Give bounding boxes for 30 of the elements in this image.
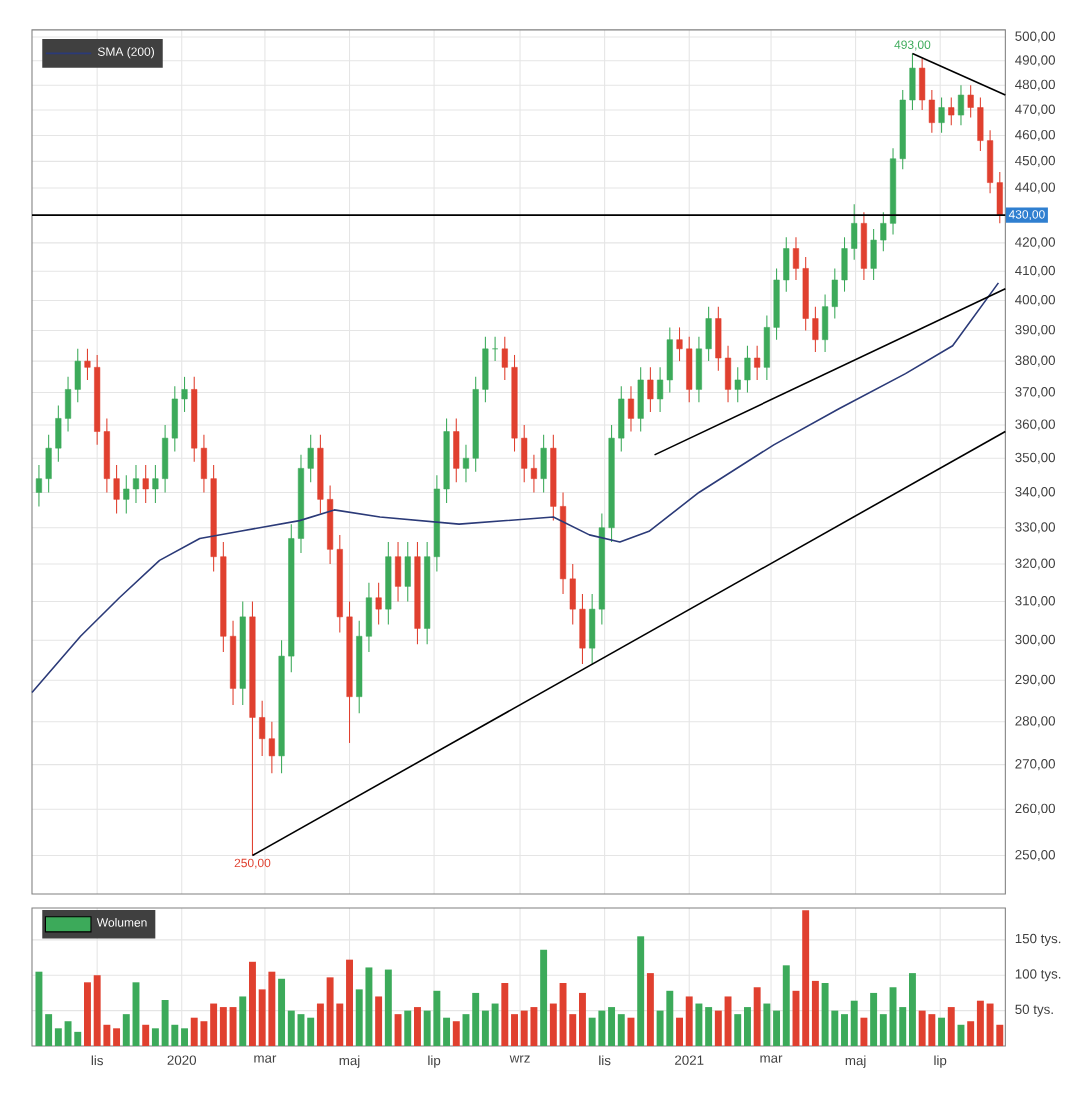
bar bbox=[239, 996, 247, 1046]
bar bbox=[384, 969, 392, 1046]
bar bbox=[394, 1014, 402, 1046]
bar bbox=[938, 1017, 946, 1046]
candlestick bbox=[860, 211, 867, 281]
candlestick bbox=[540, 434, 547, 494]
bar bbox=[404, 1010, 412, 1046]
candlestick bbox=[142, 464, 149, 504]
bar bbox=[637, 936, 645, 1046]
bar bbox=[375, 996, 383, 1046]
candlestick bbox=[647, 366, 654, 413]
candlestick bbox=[404, 541, 411, 603]
bar bbox=[413, 1007, 421, 1046]
bar bbox=[947, 1007, 955, 1046]
candlestick bbox=[395, 541, 402, 603]
candlestick bbox=[375, 582, 382, 626]
bar bbox=[646, 973, 654, 1046]
bar bbox=[452, 1021, 460, 1046]
candlestick bbox=[957, 84, 965, 126]
candlestick bbox=[637, 366, 644, 433]
line-series bbox=[31, 282, 1000, 694]
candlestick bbox=[948, 96, 955, 126]
bar bbox=[753, 987, 761, 1046]
candlestick bbox=[627, 385, 635, 433]
bar bbox=[540, 949, 548, 1046]
candlestick bbox=[938, 96, 945, 134]
bar bbox=[860, 1017, 868, 1046]
candlestick bbox=[453, 417, 460, 483]
bar bbox=[142, 1024, 150, 1046]
candlestick bbox=[754, 345, 761, 381]
